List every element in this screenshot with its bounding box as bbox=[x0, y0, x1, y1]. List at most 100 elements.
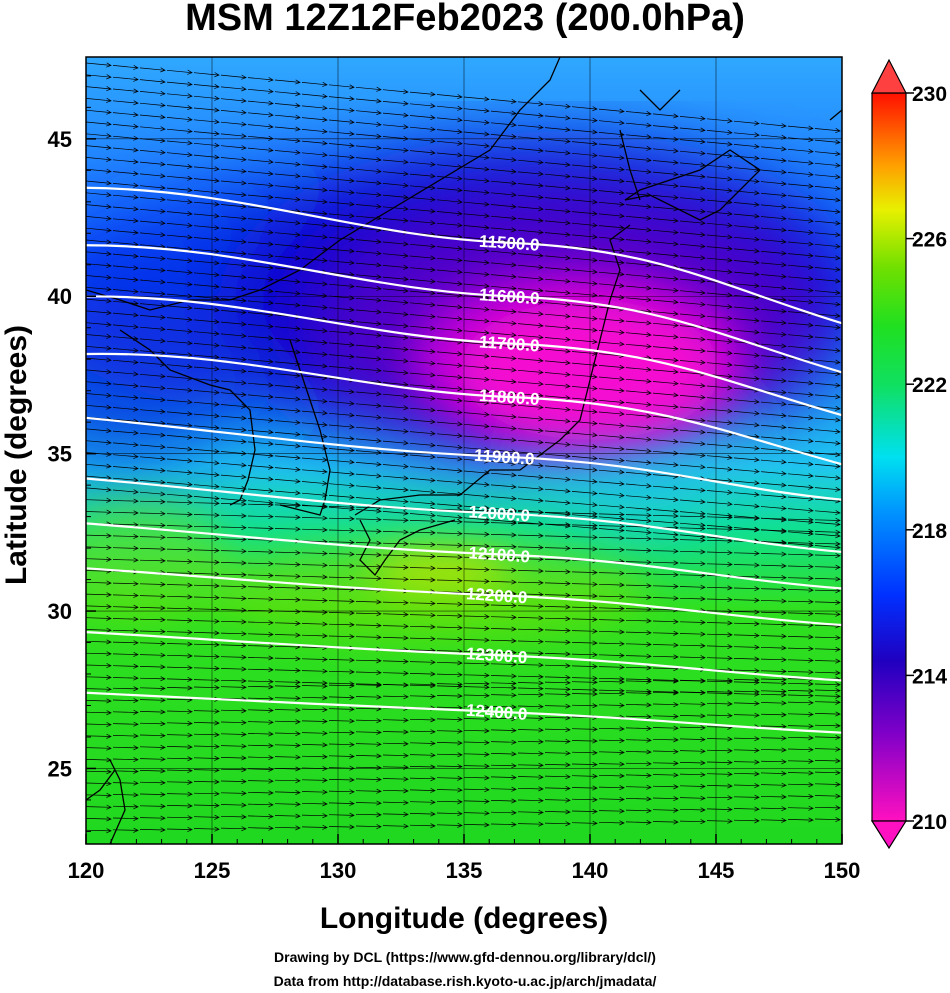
wind-arrow bbox=[112, 733, 139, 739]
wind-arrow bbox=[112, 804, 139, 810]
wind-arrow bbox=[598, 511, 625, 517]
wind-arrow bbox=[112, 230, 139, 235]
wind-arrow bbox=[760, 692, 787, 698]
wind-vectors bbox=[86, 62, 841, 834]
wind-arrow bbox=[166, 803, 193, 809]
y-tick-label: 25 bbox=[48, 756, 72, 781]
wind-arrow bbox=[760, 470, 787, 476]
wind-arrow bbox=[544, 821, 571, 827]
wind-arrow bbox=[652, 784, 679, 790]
wind-arrow bbox=[193, 802, 220, 809]
wind-arrow bbox=[193, 225, 220, 231]
wind-arrow bbox=[679, 572, 706, 578]
wind-arrow bbox=[301, 386, 328, 392]
wind-arrow bbox=[112, 347, 139, 353]
wind-arrow bbox=[328, 154, 355, 160]
wind-arrow bbox=[409, 811, 436, 817]
wind-arrow bbox=[220, 286, 247, 292]
wind-arrow bbox=[733, 248, 760, 254]
wind-arrow bbox=[490, 555, 517, 562]
wind-arrow bbox=[679, 429, 706, 435]
wind-arrow bbox=[652, 520, 679, 526]
wind-arrow bbox=[652, 772, 679, 778]
wind-arrow bbox=[679, 290, 706, 296]
wind-arrow bbox=[652, 713, 679, 719]
wind-arrow bbox=[814, 533, 841, 539]
wind-arrow bbox=[625, 273, 652, 279]
wind-arrow bbox=[625, 204, 652, 210]
wind-arrow bbox=[544, 533, 571, 540]
wind-arrow bbox=[274, 502, 301, 508]
wind-arrow bbox=[733, 480, 760, 486]
wind-arrow bbox=[706, 164, 733, 170]
wind-arrow bbox=[409, 196, 436, 202]
wind-arrow bbox=[193, 84, 220, 89]
wind-arrow bbox=[517, 556, 544, 562]
wind-arrow bbox=[247, 790, 274, 796]
wind-arrow bbox=[760, 668, 787, 674]
wind-arrow bbox=[166, 815, 193, 821]
wind-arrow bbox=[355, 681, 382, 687]
colorbar-bar bbox=[871, 92, 907, 822]
wind-arrow bbox=[328, 84, 355, 90]
wind-arrow bbox=[382, 800, 409, 806]
wind-arrow bbox=[112, 498, 139, 504]
wind-arrow bbox=[625, 401, 652, 407]
wind-arrow bbox=[220, 133, 247, 139]
wind-arrow bbox=[760, 169, 787, 175]
wind-arrow bbox=[571, 569, 598, 575]
wind-arrow bbox=[355, 517, 382, 523]
wind-arrow bbox=[517, 381, 544, 387]
wind-arrow bbox=[679, 359, 706, 365]
wind-arrow bbox=[139, 432, 166, 438]
wind-arrow bbox=[571, 593, 598, 599]
wind-arrow bbox=[544, 441, 571, 447]
wind-arrow bbox=[760, 817, 787, 823]
wind-arrow bbox=[544, 522, 571, 528]
wind-arrow bbox=[625, 262, 652, 268]
wind-arrow bbox=[652, 678, 679, 684]
wind-arrow bbox=[517, 253, 544, 258]
wind-arrow bbox=[220, 309, 247, 315]
wind-arrow bbox=[139, 558, 166, 564]
wind-arrow bbox=[355, 694, 382, 700]
wind-arrow bbox=[598, 248, 625, 254]
wind-arrow bbox=[571, 522, 598, 528]
wind-arrow bbox=[760, 505, 787, 511]
wind-arrow bbox=[517, 323, 544, 328]
wind-arrow bbox=[463, 353, 490, 359]
wind-arrow bbox=[382, 276, 409, 282]
wind-arrow bbox=[517, 311, 544, 317]
wind-arrow bbox=[193, 708, 220, 714]
wind-arrow bbox=[733, 213, 760, 219]
wind-arrow bbox=[139, 534, 166, 540]
wind-arrow bbox=[760, 146, 787, 152]
wind-arrow bbox=[112, 721, 139, 727]
wind-arrow bbox=[86, 698, 112, 704]
wind-arrow bbox=[463, 201, 490, 207]
wind-arrow bbox=[436, 660, 463, 666]
wind-arrow bbox=[220, 678, 247, 684]
wind-arrow bbox=[544, 150, 571, 156]
wind-arrow bbox=[328, 389, 355, 395]
wind-arrow bbox=[436, 554, 463, 560]
wind-arrow bbox=[409, 407, 436, 413]
wind-arrow bbox=[86, 722, 112, 728]
wind-arrow bbox=[139, 397, 166, 403]
wind-arrow bbox=[247, 370, 274, 376]
wind-arrow bbox=[436, 740, 463, 746]
wind-arrow bbox=[247, 825, 274, 831]
wind-arrow bbox=[247, 766, 274, 772]
wind-arrow bbox=[760, 723, 787, 730]
x-tick-label: 150 bbox=[824, 858, 861, 883]
wind-arrow bbox=[112, 604, 139, 610]
wind-arrow bbox=[679, 313, 706, 319]
wind-arrow bbox=[274, 561, 301, 567]
wind-arrow bbox=[166, 481, 193, 487]
wind-arrow bbox=[274, 103, 301, 108]
wind-arrow bbox=[787, 575, 814, 581]
wind-arrow bbox=[247, 707, 274, 713]
wind-arrow bbox=[409, 671, 436, 677]
wind-arrow bbox=[463, 810, 490, 816]
wind-arrow bbox=[301, 707, 328, 713]
